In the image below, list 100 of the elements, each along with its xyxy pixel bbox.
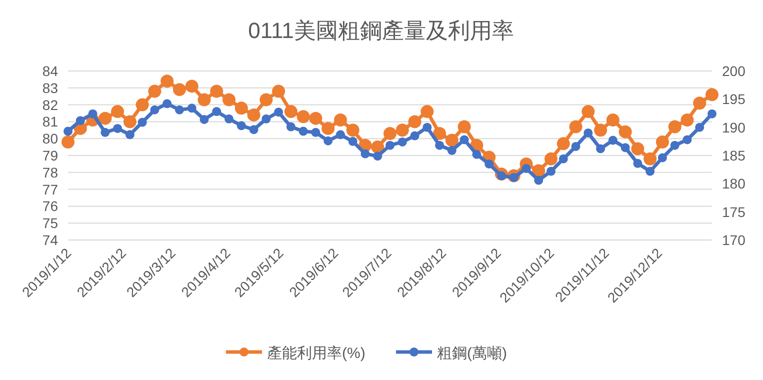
point [360,149,370,158]
point [693,96,706,110]
point [309,112,322,125]
point [160,74,174,88]
point [633,158,642,168]
point [569,120,582,134]
point [136,98,149,112]
point [174,105,184,114]
point [706,88,718,102]
point [472,150,482,159]
point [298,126,308,136]
y2-tick-label: 195 [722,91,746,108]
point [76,116,85,126]
point [64,126,72,136]
y-tick-label: 74 [42,232,58,248]
y-tick-label: 78 [42,164,58,180]
point [695,122,704,132]
point [212,107,222,116]
point [172,83,186,96]
point [532,164,546,178]
point [606,114,620,127]
point [594,124,608,137]
point [670,140,680,150]
point [286,122,296,132]
point [460,135,469,144]
point [222,93,236,106]
point [484,159,494,168]
point [322,122,335,135]
point [162,99,172,108]
point [646,166,655,176]
point [247,108,260,122]
point [644,152,657,166]
point [113,124,122,133]
point [224,114,234,124]
point [534,176,544,185]
y-tick-label: 75 [42,215,58,232]
point [658,153,667,162]
point [408,115,422,128]
point [274,108,284,117]
point [234,102,248,115]
point [98,112,112,125]
point [422,122,432,132]
point [398,137,407,146]
point [123,115,136,128]
y-tick-label: 76 [42,198,58,214]
point [100,128,110,137]
point [556,137,570,150]
point [558,154,568,164]
point [584,128,593,138]
point [433,127,446,140]
point [384,127,396,140]
y-tick-label: 80 [42,130,58,147]
point [618,125,632,138]
point [682,135,692,144]
point [236,121,246,130]
point [631,142,644,156]
y2-tick-label: 185 [722,148,746,164]
point [348,136,358,146]
y2-tick-label: 190 [722,119,746,136]
y-tick-label: 81 [42,114,58,130]
point [596,144,606,154]
y2-tick-label: 175 [722,204,746,220]
point [198,93,211,106]
point [262,114,271,124]
y-tick-label: 84 [42,63,58,79]
point [324,136,333,146]
point [346,124,360,137]
chart-title: 0111美國粗鋼產量及利用率 [248,18,514,43]
point [311,128,320,137]
y2-tick-label: 170 [722,232,746,248]
point [336,130,345,140]
point [386,140,394,150]
point [458,120,471,134]
point [284,105,298,118]
point [373,152,382,161]
point [435,140,444,150]
point [608,136,618,145]
y-tick-label: 77 [42,181,58,198]
point [445,134,458,147]
point [185,80,198,93]
point [546,166,556,176]
point [334,114,347,127]
point [582,105,595,118]
point [420,105,434,118]
point [249,125,258,134]
point [680,114,694,127]
point [62,135,74,148]
point [296,110,310,124]
point [200,114,209,124]
point [260,93,273,106]
point [447,146,456,155]
point [668,120,682,134]
point [571,142,580,151]
y-tick-label: 82 [42,96,58,113]
y-tick-label: 83 [42,80,58,96]
point [396,124,409,137]
point [708,109,716,118]
point [656,135,669,148]
point [371,140,384,154]
point [125,130,134,140]
